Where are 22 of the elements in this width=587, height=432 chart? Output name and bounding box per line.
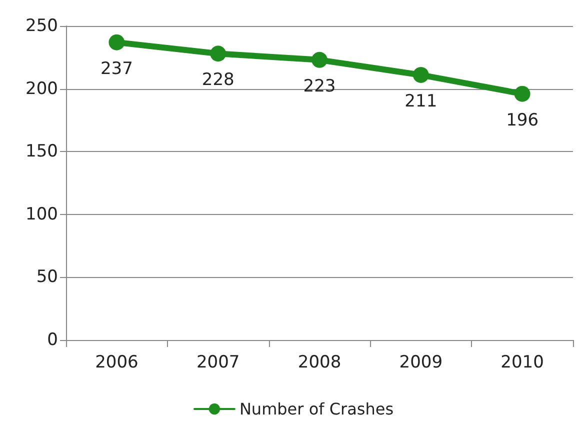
y-tick-label: 50 — [36, 267, 58, 288]
x-tick-label: 2006 — [95, 352, 138, 372]
y-tick-label: 200 — [26, 78, 58, 99]
point — [412, 66, 429, 83]
legend-label: Number of Crashes — [239, 400, 394, 418]
point — [210, 46, 226, 62]
data-label: 211 — [404, 91, 438, 112]
data-label: 196 — [506, 110, 539, 130]
y-tick-label: 0 — [47, 330, 58, 350]
point — [108, 34, 125, 50]
x-tick-label: 2007 — [196, 352, 240, 372]
x-tick-label: 2008 — [298, 352, 342, 372]
x-tick-label: 2010 — [500, 352, 544, 372]
data-label: 237 — [100, 58, 133, 79]
data-label: 223 — [303, 76, 336, 96]
x-tick-label: 2009 — [399, 352, 443, 372]
y-tick-label: 100 — [26, 204, 58, 224]
y-tick-label: 250 — [26, 16, 58, 36]
point — [312, 52, 328, 68]
data-label: 228 — [202, 70, 234, 90]
point — [514, 86, 530, 102]
y-tick-label: 150 — [26, 142, 58, 162]
